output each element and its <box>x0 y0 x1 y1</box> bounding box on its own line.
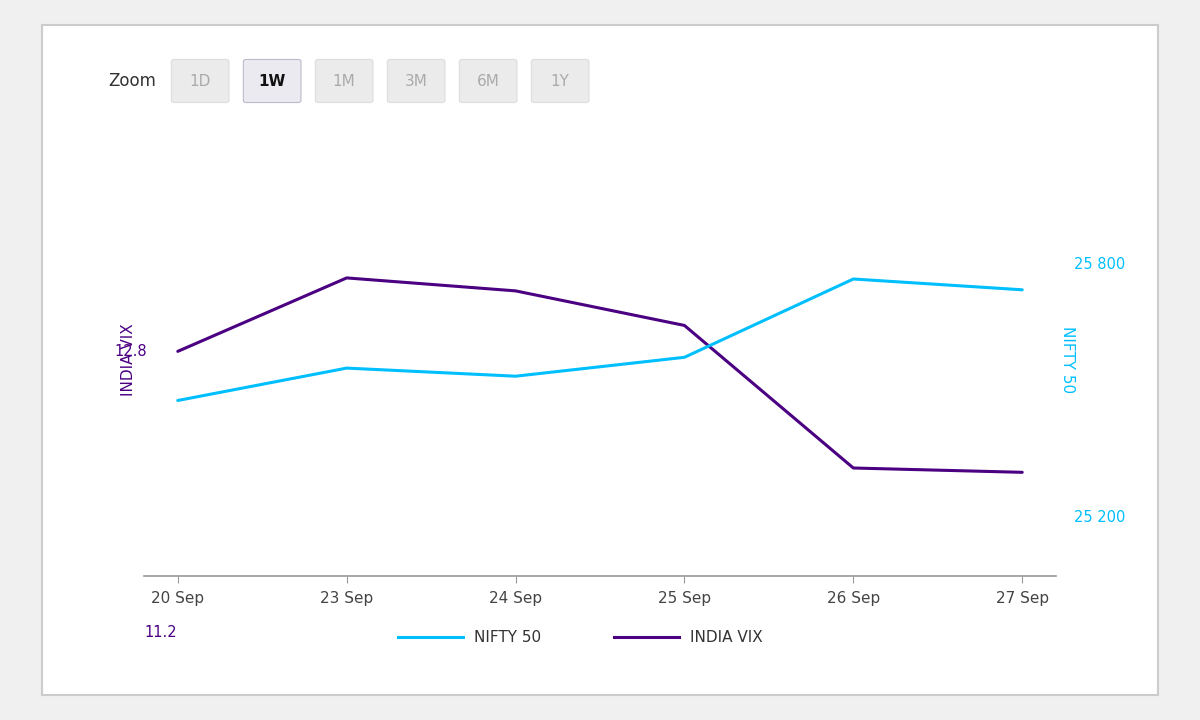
Y-axis label: NIFTY 50: NIFTY 50 <box>1061 326 1075 394</box>
FancyBboxPatch shape <box>172 60 229 102</box>
Text: Zoom: Zoom <box>108 72 156 90</box>
Text: 11.2: 11.2 <box>144 625 176 639</box>
FancyBboxPatch shape <box>388 60 445 102</box>
Text: 25 200: 25 200 <box>1074 510 1126 525</box>
Y-axis label: INDIA VIX: INDIA VIX <box>121 323 136 397</box>
FancyBboxPatch shape <box>244 60 301 102</box>
Text: 1W: 1W <box>258 73 286 89</box>
FancyBboxPatch shape <box>316 60 373 102</box>
FancyBboxPatch shape <box>532 60 589 102</box>
Text: INDIA VIX: INDIA VIX <box>690 630 763 644</box>
Text: 1M: 1M <box>332 73 355 89</box>
Text: 3M: 3M <box>404 73 427 89</box>
Text: 12.8: 12.8 <box>115 344 148 359</box>
Text: 6M: 6M <box>476 73 499 89</box>
Text: 1Y: 1Y <box>551 73 570 89</box>
Text: 25 800: 25 800 <box>1074 258 1126 272</box>
Text: NIFTY 50: NIFTY 50 <box>474 630 541 644</box>
FancyBboxPatch shape <box>460 60 517 102</box>
Text: 1D: 1D <box>190 73 211 89</box>
